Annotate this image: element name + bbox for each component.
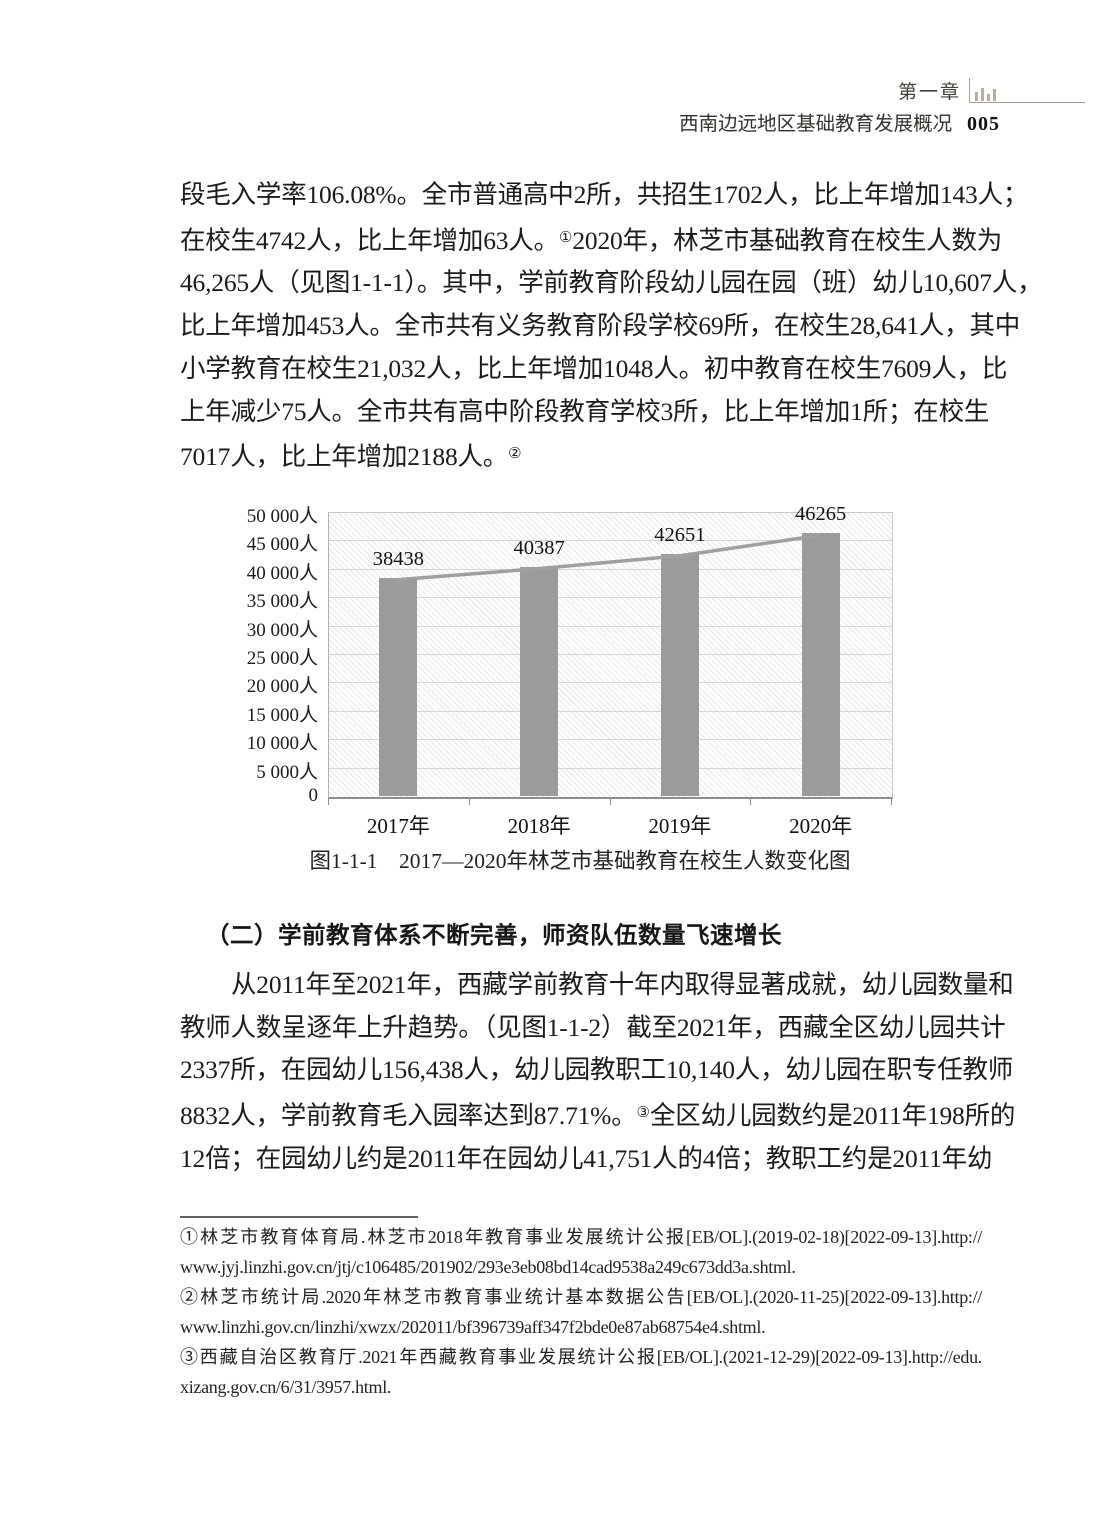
footnote-line: ①林芝市教育体育局.林芝市2018年教育事业发展统计公报[EB/OL].(201… xyxy=(180,1227,982,1247)
text-line: 8832人，学前教育毛入园率达到87.71%。③全区幼儿园数约是2011年198… xyxy=(180,1101,1016,1131)
x-axis-label: 2017年 xyxy=(366,814,430,838)
x-axis-tick xyxy=(891,798,892,805)
y-axis-label: 50 000人 xyxy=(246,506,318,527)
text-line: 段毛入学率106.08%。全市普通高中2所，共招生1702人，比上年增加143人… xyxy=(180,180,1029,209)
footnote-line: www.jyj.linzhi.gov.cn/jtj/c106485/201902… xyxy=(180,1257,796,1277)
text-line: 2337所，在园幼儿156,438人，幼儿园教职工10,140人，幼儿园在职专任… xyxy=(180,1055,1014,1085)
chart-gridline xyxy=(329,682,892,684)
footnote-marker: ③ xyxy=(636,1105,650,1122)
footnote-line: www.linzhi.gov.cn/linzhi/xwzx/202011/bf3… xyxy=(180,1317,766,1337)
section-heading: （二）学前教育体系不断完善，师资队伍数量飞速增长 xyxy=(206,922,782,948)
chart-bar xyxy=(801,533,840,796)
x-axis-label: 2019年 xyxy=(648,814,712,838)
x-axis-label: 2018年 xyxy=(507,814,571,838)
chart-gridline xyxy=(329,540,892,542)
chart-gridline xyxy=(329,568,892,570)
figure-caption: 图1-1-1 2017—2020年林芝市基础教育在校生人数变化图 xyxy=(309,849,851,873)
chart-bar xyxy=(379,577,418,796)
chart-plot-area xyxy=(328,512,893,799)
y-axis-label: 0 xyxy=(308,785,319,806)
chart-gridline xyxy=(329,597,892,599)
footnote-line: ③西藏自治区教育厅.2021年西藏教育事业发展统计公报[EB/OL].(2021… xyxy=(180,1347,982,1367)
footnote-marker: ② xyxy=(508,446,522,463)
chart-bar xyxy=(520,566,559,796)
text-line: 46,265人（见图1-1-1）。其中，学前教育阶段幼儿园在园（班）幼儿10,6… xyxy=(180,268,1043,298)
chart-bar xyxy=(660,553,699,796)
text-line: 12倍；在园幼儿约是2011年在园幼儿41,751人的4倍；教职工约是2011年… xyxy=(180,1143,993,1173)
header-chapter-row: 第一章 xyxy=(0,77,1085,103)
chart-gridline xyxy=(329,625,892,627)
header-title-row: 西南边远地区基础教育发展概况 005 xyxy=(0,107,1085,136)
bar-value-label: 42651 xyxy=(654,523,706,546)
chapter-title: 西南边远地区基础教育发展概况 xyxy=(679,114,953,135)
bar-value-label: 40387 xyxy=(513,536,565,559)
y-axis-label: 5 000人 xyxy=(256,761,318,783)
page-number: 005 xyxy=(967,113,1000,135)
footnote-line: ②林芝市统计局.2020年林芝市教育事业统计基本数据公告[EB/OL].(202… xyxy=(180,1287,982,1307)
footnotes: ①林芝市教育体育局.林芝市2018年教育事业发展统计公报[EB/OL].(201… xyxy=(180,1222,982,1402)
chart-gridline xyxy=(329,710,892,712)
text-line: 在校生4742人，比上年增加63人。①2020年，林芝市基础教育在校生人数为 xyxy=(180,225,1003,255)
chapter-label: 第一章 xyxy=(897,81,961,103)
y-axis-label: 25 000人 xyxy=(246,648,318,669)
page-header: 第一章 西南边远地区基础教育发展概况 005 xyxy=(0,77,1085,136)
footnote-line: xizang.gov.cn/6/31/3957.html. xyxy=(180,1377,392,1397)
y-axis-label: 45 000人 xyxy=(246,534,318,556)
x-axis-tick xyxy=(328,798,329,805)
text-line: 上年减少75人。全市共有高中阶段教育学校3所，比上年增加1所；在校生 xyxy=(180,396,990,426)
trend-line xyxy=(398,533,821,582)
y-axis-label: 30 000人 xyxy=(246,619,318,641)
chart-gridline xyxy=(329,739,892,741)
text-line: 7017人，比上年增加2188人。② xyxy=(180,442,522,472)
paragraph-2: 从2011年至2021年，西藏学前教育十年内取得显著成就，幼儿园数量和教师人数呈… xyxy=(180,964,1016,1181)
y-axis-label: 40 000人 xyxy=(246,562,318,584)
x-axis-label: 2020年 xyxy=(789,814,853,838)
x-axis-tick xyxy=(609,798,611,805)
y-axis-label: 15 000人 xyxy=(246,704,318,726)
mini-bar-chart-icon xyxy=(975,87,996,101)
x-axis-tick xyxy=(750,798,752,805)
footnote-marker: ① xyxy=(558,229,573,246)
bar-value-label: 38438 xyxy=(372,547,424,570)
header-ornament xyxy=(969,77,1085,103)
bar-value-label: 46265 xyxy=(795,503,847,526)
y-axis-label: 20 000人 xyxy=(246,676,318,698)
y-axis-label: 10 000人 xyxy=(246,733,318,755)
text-line: 从2011年至2021年，西藏学前教育十年内取得显著成就，幼儿园数量和 xyxy=(231,970,1014,999)
text-line: 小学教育在校生21,032人，比上年增加1048人。初中教育在校生7609人，比 xyxy=(180,353,1008,383)
text-line: 比上年增加453人。全市共有义务教育阶段学校69所，在校生28,641人，其中 xyxy=(180,311,1021,341)
paragraph-1: 段毛入学率106.08%。全市普通高中2所，共招生1702人，比上年增加143人… xyxy=(180,174,1043,479)
y-axis-label: 35 000人 xyxy=(246,591,318,613)
footnote-divider xyxy=(180,1216,418,1218)
x-axis-tick xyxy=(468,798,470,805)
chart-gridline xyxy=(329,654,892,655)
text-line: 教师人数呈逐年上升趋势。（见图1-1-2）截至2021年，西藏全区幼儿园共计 xyxy=(180,1012,1006,1042)
chart-gridline xyxy=(329,767,892,769)
